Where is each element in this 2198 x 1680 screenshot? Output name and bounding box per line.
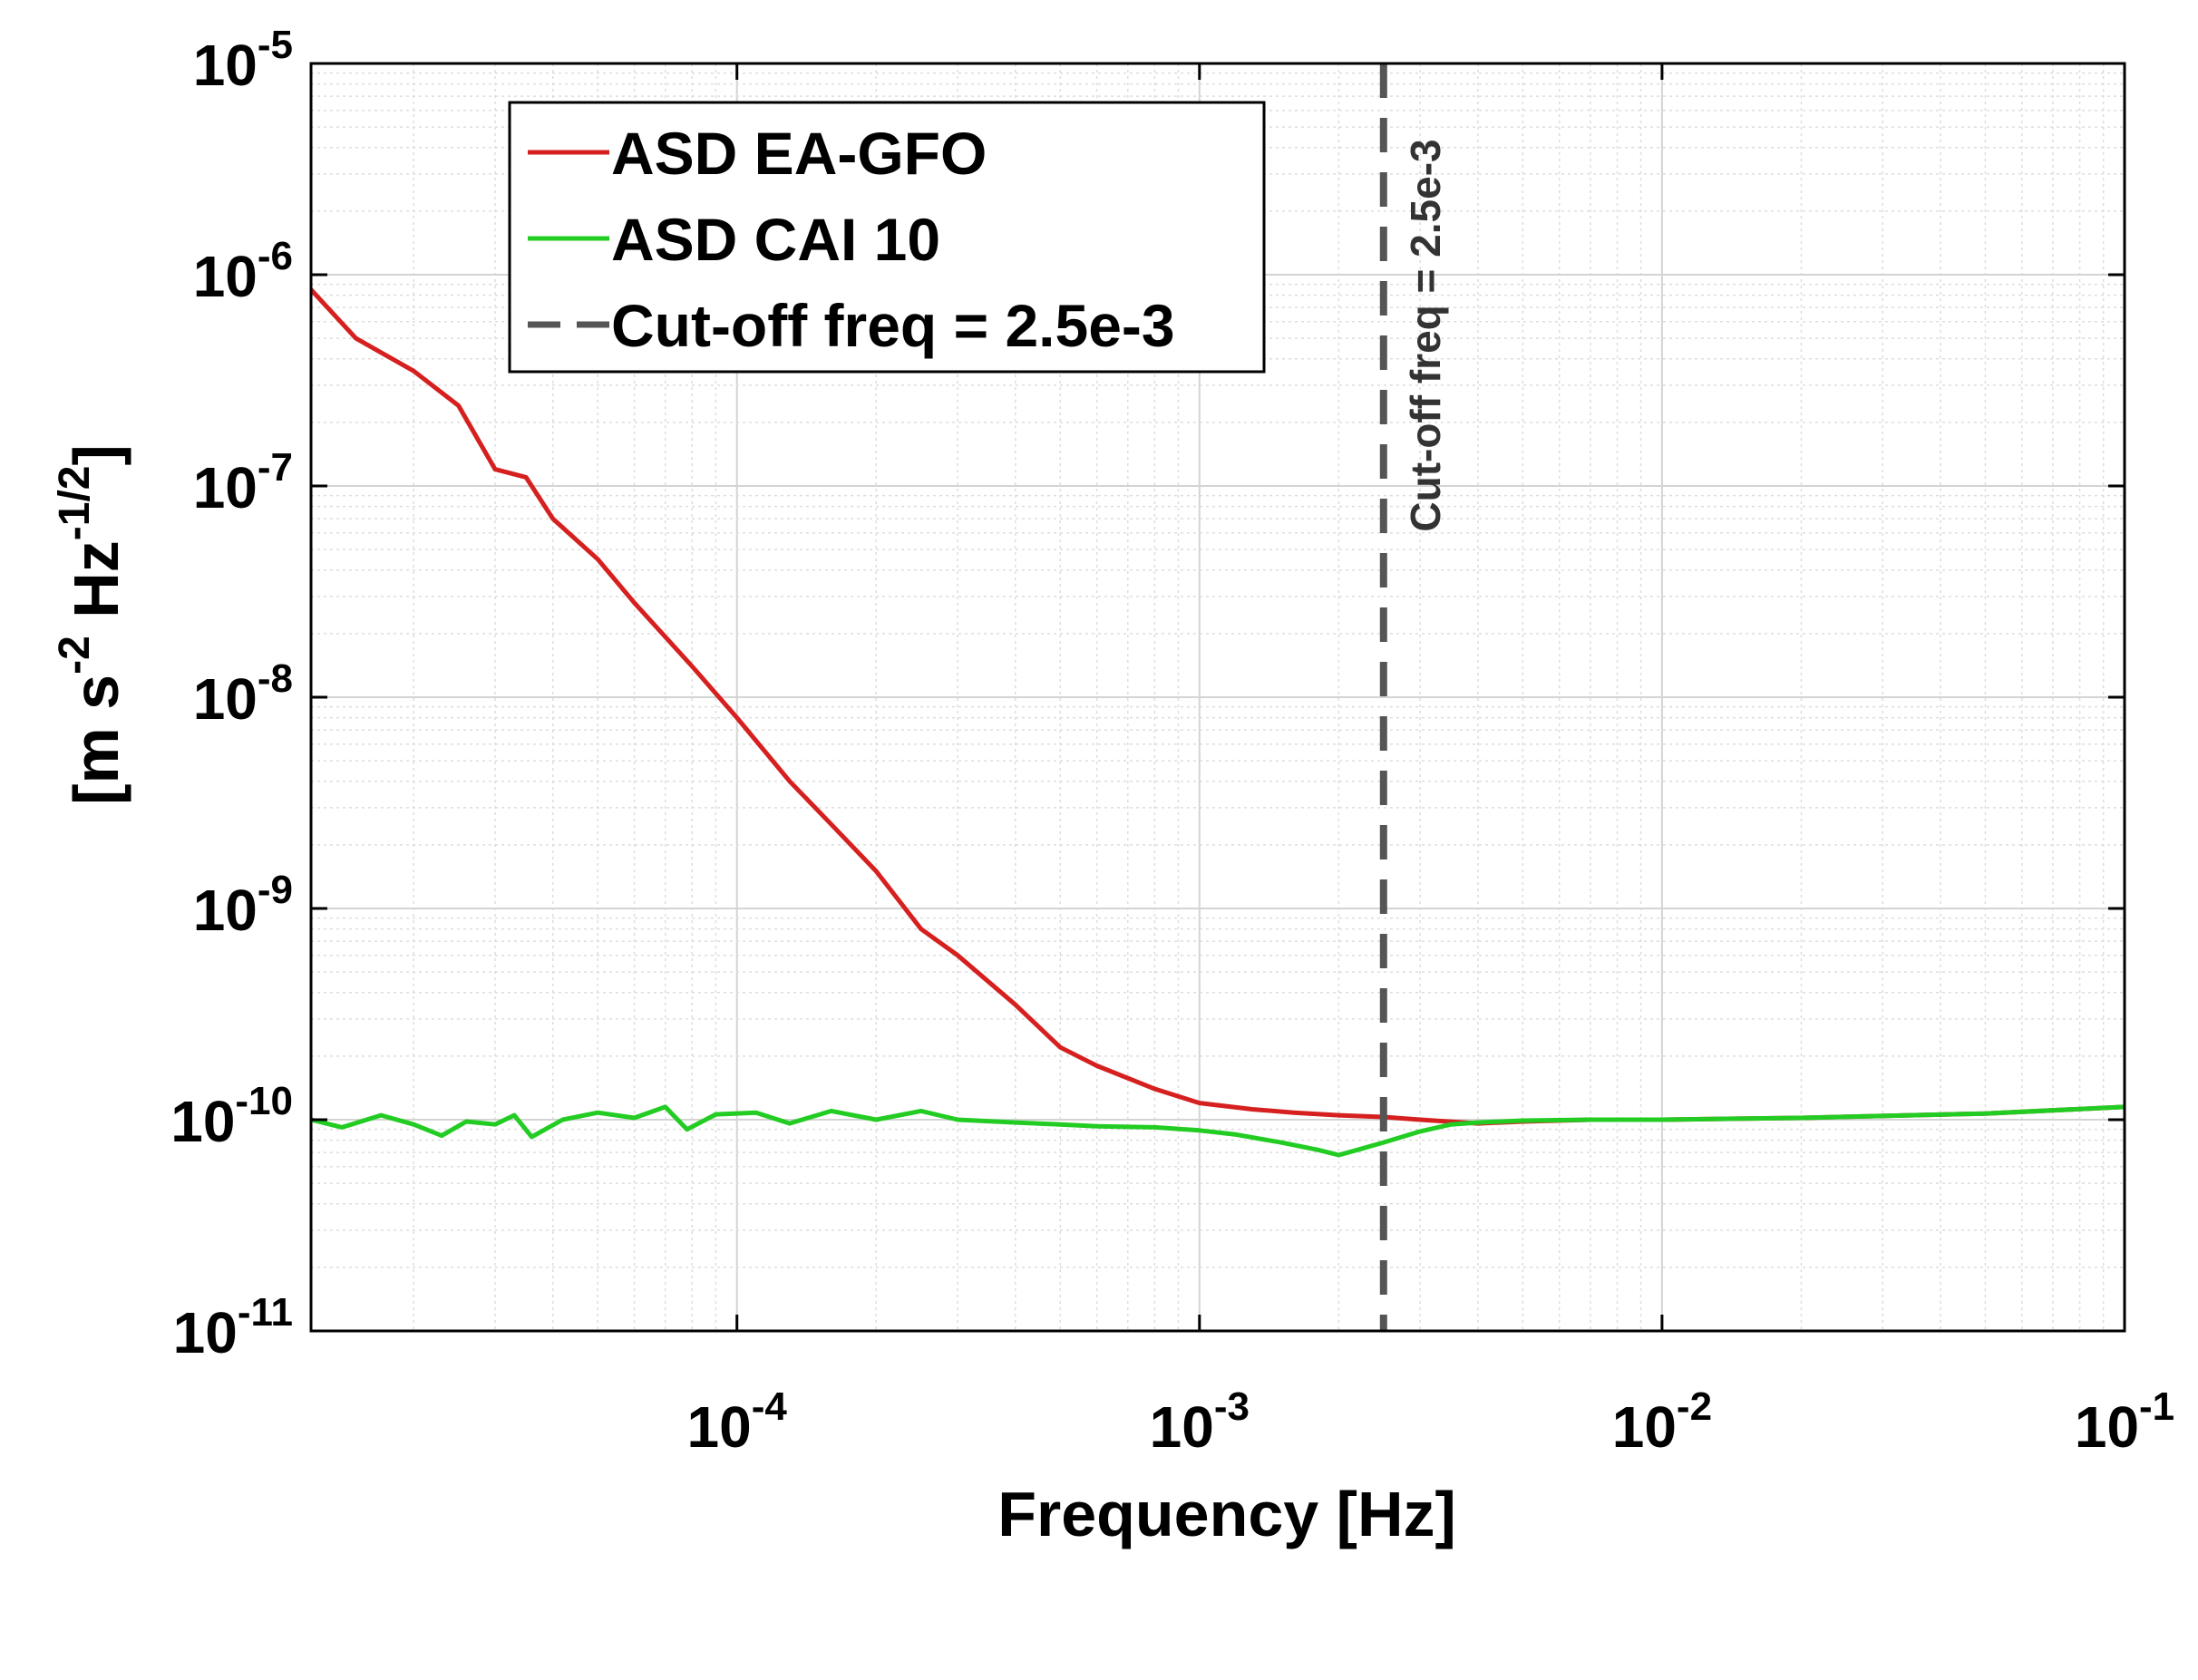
legend: ASD EA-GFO ASD CAI 10 Cut-off freq = 2.5e-… [508, 101, 1266, 374]
legend-label: ASD CAI 10 [611, 206, 940, 273]
y-tick-label: 10-5 [193, 23, 293, 98]
y-tick-label: 10-9 [193, 868, 293, 943]
y-axis-label: [m s-2 Hz-1/2] [51, 444, 131, 805]
x-tick-label: 10-4 [687, 1384, 788, 1460]
x-tick-label: 10-3 [1150, 1384, 1250, 1460]
tick-labels: 10-5 10-6 10-7 10-8 10-9 10-10 10-11 10-4 10-3 10… [170, 23, 2174, 1460]
plot-series [309, 63, 2125, 1331]
y-tick-label: 10-10 [170, 1079, 293, 1154]
y-tick-label: 10-11 [173, 1290, 293, 1365]
legend-box [508, 101, 1266, 374]
legend-label: Cut-off freq = 2.5e-3 [611, 292, 1175, 359]
series-line-asd-cai-10 [310, 1104, 2125, 1158]
legend-label: ASD EA-GFO [611, 120, 987, 187]
y-tick-label: 10-6 [193, 234, 293, 309]
y-tick-label: 10-7 [193, 445, 293, 520]
y-tick-label: 10-8 [193, 656, 293, 732]
x-axis-label: Frequency [Hz] [997, 1479, 1456, 1549]
x-tick-label: 10-1 [2075, 1384, 2174, 1460]
series-line-asd-ea-gfo [309, 287, 2125, 1126]
cutoff-annotation: Cut-off freq = 2.5e-3 [1402, 139, 1449, 531]
x-tick-label: 10-2 [1612, 1384, 1712, 1460]
